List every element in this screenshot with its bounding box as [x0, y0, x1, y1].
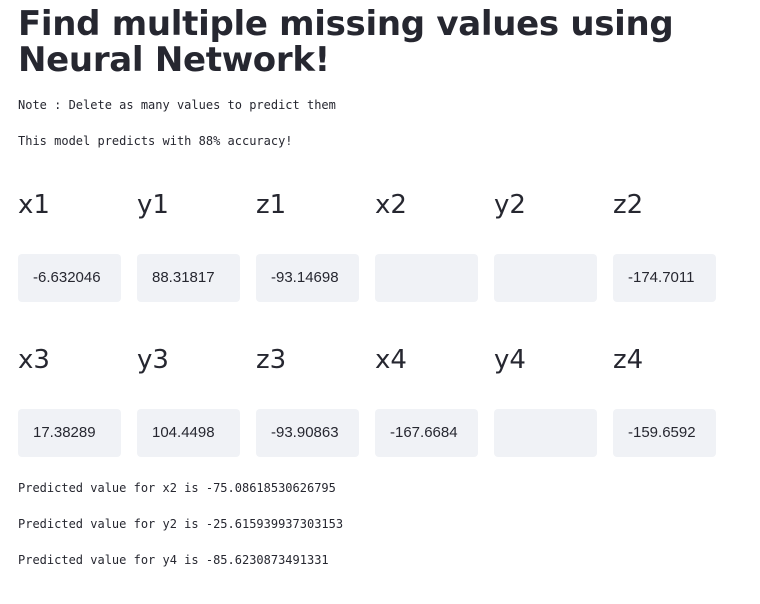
input-z2[interactable]: -174.7011 [613, 254, 716, 302]
label-z1: z1 [256, 190, 287, 220]
input-y1[interactable]: 88.31817 [137, 254, 240, 302]
input-x3[interactable]: 17.38289 [18, 409, 121, 457]
column-y4: y4 [494, 345, 597, 457]
label-x3: x3 [18, 345, 50, 375]
label-x4: x4 [375, 345, 407, 375]
input-z1[interactable]: -93.14698 [256, 254, 359, 302]
label-z4: z4 [613, 345, 644, 375]
column-z2: z2 -174.7011 [613, 190, 716, 302]
column-y1: y1 88.31817 [137, 190, 240, 302]
column-y3: y3 104.4498 [137, 345, 240, 457]
label-y2: y2 [494, 190, 526, 220]
input-z4[interactable]: -159.6592 [613, 409, 716, 457]
input-row-2: x3 17.38289 y3 104.4498 z3 -93.90863 x4 … [18, 345, 716, 457]
label-y4: y4 [494, 345, 526, 375]
input-y3[interactable]: 104.4498 [137, 409, 240, 457]
input-z3[interactable]: -93.90863 [256, 409, 359, 457]
prediction-y2: Predicted value for y2 is -25.6159399373… [18, 517, 344, 531]
label-z3: z3 [256, 345, 287, 375]
prediction-x2: Predicted value for x2 is -75.0861853062… [18, 481, 336, 495]
input-y2[interactable] [494, 254, 597, 302]
column-z1: z1 -93.14698 [256, 190, 359, 302]
prediction-y4: Predicted value for y4 is -85.6230873491… [18, 553, 329, 567]
accuracy-text: This model predicts with 88% accuracy! [18, 134, 293, 148]
column-x2: x2 [375, 190, 478, 302]
column-y2: y2 [494, 190, 597, 302]
label-z2: z2 [613, 190, 644, 220]
column-x3: x3 17.38289 [18, 345, 121, 457]
page-title: Find multiple missing values using Neura… [18, 4, 674, 80]
input-x1[interactable]: -6.632046 [18, 254, 121, 302]
input-row-1: x1 -6.632046 y1 88.31817 z1 -93.14698 x2… [18, 190, 716, 302]
column-z3: z3 -93.90863 [256, 345, 359, 457]
input-y4[interactable] [494, 409, 597, 457]
label-y3: y3 [137, 345, 169, 375]
column-x1: x1 -6.632046 [18, 190, 121, 302]
column-z4: z4 -159.6592 [613, 345, 716, 457]
input-x4[interactable]: -167.6684 [375, 409, 478, 457]
label-x1: x1 [18, 190, 50, 220]
input-x2[interactable] [375, 254, 478, 302]
label-y1: y1 [137, 190, 169, 220]
label-x2: x2 [375, 190, 407, 220]
column-x4: x4 -167.6684 [375, 345, 478, 457]
note-text: Note : Delete as many values to predict … [18, 98, 336, 112]
